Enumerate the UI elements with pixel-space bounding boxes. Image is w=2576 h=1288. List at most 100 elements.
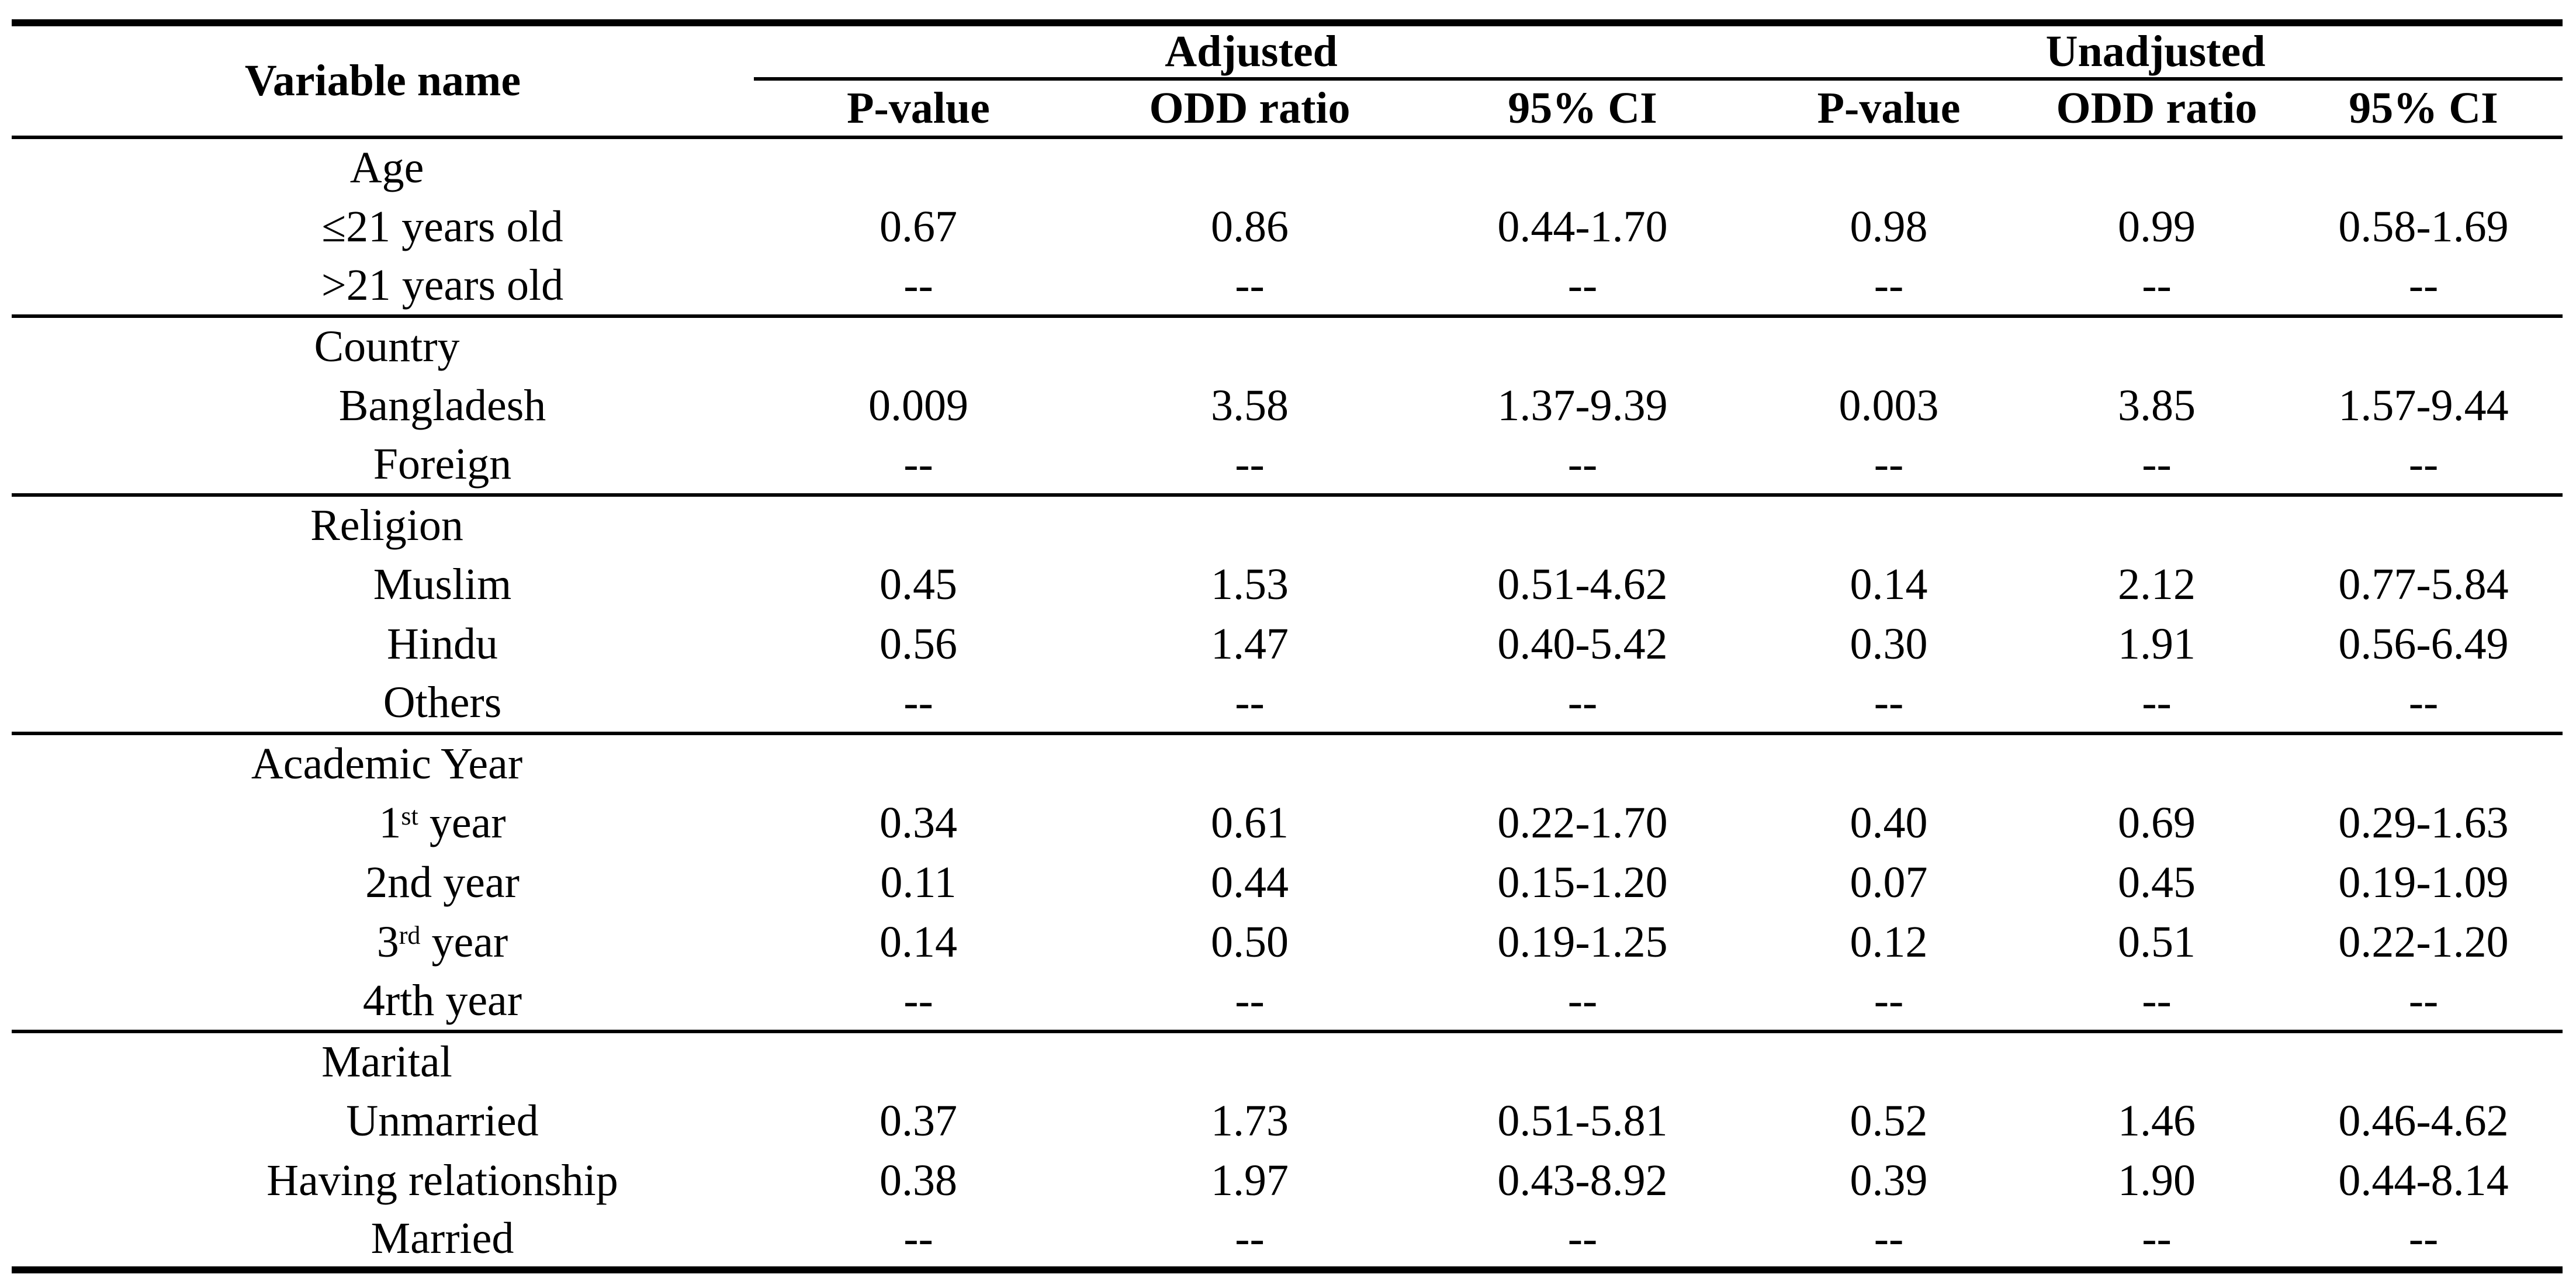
value-cell: 0.43-8.92 bbox=[1497, 1155, 1668, 1205]
table-row: Foreign -- -- -- -- -- -- bbox=[12, 435, 2563, 497]
group-header-row: Variable name Adjusted Unadjusted bbox=[12, 23, 2563, 139]
variable-group-row: Academic Year bbox=[12, 733, 2563, 793]
odds-ratio-table: Variable name Adjusted Unadjusted P-valu… bbox=[12, 19, 2563, 1273]
variable-name-cell: Age bbox=[349, 143, 424, 192]
variable-name-cell: Country bbox=[314, 322, 460, 371]
value-cell bbox=[754, 316, 1083, 376]
value-cell bbox=[1749, 1031, 2029, 1091]
value-cell: -- bbox=[2142, 1213, 2172, 1263]
value-cell: 0.45 bbox=[2118, 857, 2196, 907]
value-cell: 0.44-1.70 bbox=[1497, 202, 1668, 251]
unadjusted-ci-header: 95% CI bbox=[2284, 79, 2563, 139]
value-cell bbox=[2029, 137, 2284, 197]
value-cell: 3.58 bbox=[1211, 380, 1289, 430]
value-cell: 0.38 bbox=[880, 1155, 957, 1205]
value-cell: 0.51-5.81 bbox=[1497, 1096, 1668, 1145]
value-cell bbox=[2284, 1031, 2563, 1091]
value-cell bbox=[2029, 316, 2284, 376]
value-cell: -- bbox=[1417, 972, 1749, 1033]
table-row: Others -- -- -- -- -- -- bbox=[12, 674, 2563, 735]
value-cell: 1.97 bbox=[1211, 1155, 1289, 1205]
column-header-row: P-value ODD ratio 95% CI P-value ODD rat… bbox=[12, 79, 2563, 139]
variable-group-row: Age bbox=[12, 137, 2563, 197]
adjusted-ci-header: 95% CI bbox=[1417, 79, 1749, 139]
adjusted-group-header: Adjusted bbox=[754, 23, 1749, 81]
value-cell bbox=[1417, 1031, 1749, 1091]
value-cell bbox=[754, 1031, 1083, 1091]
value-cell bbox=[754, 137, 1083, 197]
value-cell bbox=[2284, 733, 2563, 793]
value-cell bbox=[2284, 137, 2563, 197]
value-cell: 0.45 bbox=[880, 559, 957, 609]
value-cell: 0.19-1.25 bbox=[1497, 917, 1668, 967]
value-cell: -- bbox=[754, 674, 1083, 735]
value-cell: 0.56 bbox=[880, 619, 957, 669]
value-cell: -- bbox=[2408, 1213, 2439, 1263]
variable-name-cell: Muslim bbox=[373, 559, 512, 609]
value-cell: 1.90 bbox=[2118, 1155, 2196, 1205]
value-cell bbox=[754, 733, 1083, 793]
value-cell: 0.22-1.20 bbox=[2338, 917, 2509, 967]
value-cell: 0.67 bbox=[880, 202, 957, 251]
table-row: Hindu 0.56 1.47 0.40-5.42 0.30 1.91 0.56-6.49 bbox=[12, 614, 2563, 674]
value-cell: 2.12 bbox=[2118, 559, 2196, 609]
variable-group-row: Religion bbox=[12, 495, 2563, 555]
value-cell: 0.40 bbox=[1850, 798, 1928, 847]
variable-name-cell: Academic Year bbox=[251, 739, 523, 788]
value-cell bbox=[2029, 1031, 2284, 1091]
value-cell: 1.37-9.39 bbox=[1497, 380, 1668, 430]
table-row: Unmarried 0.37 1.73 0.51-5.81 0.52 1.46 0.46-4… bbox=[12, 1091, 2563, 1151]
value-cell: -- bbox=[1417, 674, 1749, 735]
value-cell bbox=[2284, 316, 2563, 376]
adjusted-odd-ratio-header: ODD ratio bbox=[1083, 79, 1417, 139]
value-cell: -- bbox=[1083, 972, 1417, 1033]
value-cell: -- bbox=[1417, 435, 1749, 497]
value-cell: 0.07 bbox=[1850, 857, 1928, 907]
value-cell: -- bbox=[2029, 674, 2285, 735]
variable-name-header: Variable name bbox=[12, 23, 754, 139]
value-cell: 0.39 bbox=[1850, 1155, 1928, 1205]
variable-name-cell: 1st year bbox=[379, 798, 506, 847]
unadjusted-group-header: Unadjusted bbox=[1749, 23, 2563, 81]
value-cell: 0.37 bbox=[880, 1096, 957, 1145]
variable-name-cell: Marital bbox=[321, 1037, 452, 1086]
value-cell: -- bbox=[1083, 674, 1417, 735]
value-cell: 1.53 bbox=[1211, 559, 1289, 609]
value-cell: -- bbox=[903, 1213, 933, 1263]
variable-name-cell: ≤21 years old bbox=[321, 202, 563, 251]
value-cell bbox=[1083, 495, 1417, 555]
value-cell: -- bbox=[2029, 435, 2285, 497]
table-row: 3rd year 0.14 0.50 0.19-1.25 0.12 0.51 0.22-1.… bbox=[12, 912, 2563, 972]
value-cell: 1.46 bbox=[2118, 1096, 2196, 1145]
value-cell: -- bbox=[1749, 674, 2030, 735]
value-cell: -- bbox=[754, 972, 1083, 1033]
value-cell: 0.14 bbox=[1850, 559, 1928, 609]
value-cell: -- bbox=[2284, 435, 2563, 497]
unadjusted-odd-ratio-header: ODD ratio bbox=[2029, 79, 2285, 139]
value-cell: -- bbox=[754, 435, 1083, 497]
value-cell: 0.77-5.84 bbox=[2338, 559, 2509, 609]
value-cell: 0.99 bbox=[2118, 202, 2196, 251]
value-cell: -- bbox=[754, 257, 1083, 318]
table-row: ≤21 years old 0.67 0.86 0.44-1.70 0.98 0.99 0.… bbox=[12, 197, 2563, 257]
value-cell bbox=[1083, 137, 1417, 197]
value-cell bbox=[1083, 733, 1417, 793]
value-cell: 0.51 bbox=[2118, 917, 2196, 967]
value-cell bbox=[2029, 733, 2284, 793]
value-cell: -- bbox=[1567, 1213, 1598, 1263]
value-cell: 0.11 bbox=[880, 857, 957, 907]
value-cell: 1.91 bbox=[2118, 619, 2196, 669]
value-cell bbox=[754, 495, 1083, 555]
table-row: 4rth year -- -- -- -- -- -- bbox=[12, 972, 2563, 1033]
value-cell bbox=[1417, 316, 1749, 376]
variable-name-cell: 3rd year bbox=[376, 917, 508, 967]
value-cell: 0.69 bbox=[2118, 798, 2196, 847]
variable-name-cell: Foreign bbox=[12, 435, 754, 497]
variable-name-cell: Bangladesh bbox=[338, 380, 546, 430]
value-cell: 0.19-1.09 bbox=[2338, 857, 2509, 907]
variable-name-cell: Others bbox=[12, 674, 754, 735]
value-cell bbox=[1417, 137, 1749, 197]
value-cell bbox=[1749, 137, 2029, 197]
table-body: Age ≤21 years old 0.67 0.86 0.44-1.70 0.98 0.9… bbox=[12, 137, 2563, 1270]
